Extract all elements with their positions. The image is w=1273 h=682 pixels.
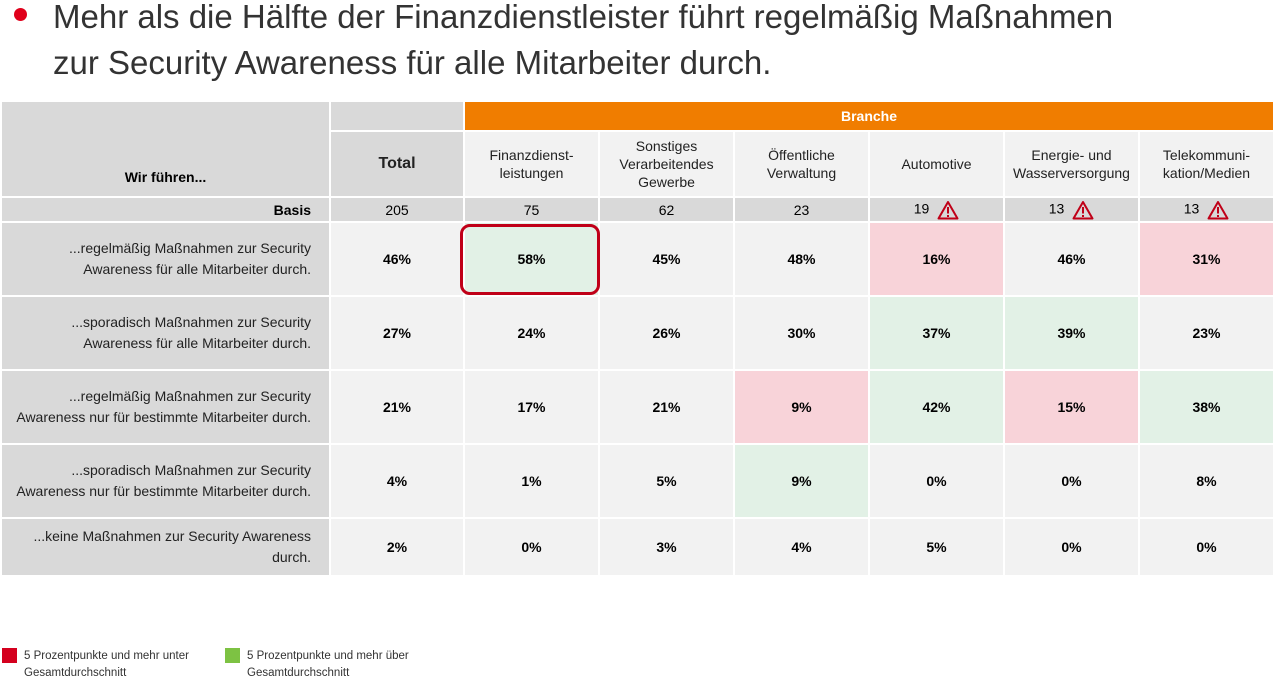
table-row: ...regelmäßig Maßnahmen zur Security Awa… bbox=[0, 221, 1273, 297]
value-cell: 9% bbox=[733, 443, 870, 519]
value-cell: 45% bbox=[598, 221, 735, 297]
column-header: Total bbox=[329, 130, 465, 198]
value-cell: 8% bbox=[1138, 443, 1273, 519]
column-header: Energie- und Wasserversorgung bbox=[1003, 130, 1140, 198]
warning-icon bbox=[1207, 200, 1229, 219]
row-label: ...keine Maßnahmen zur Security Awarenes… bbox=[0, 517, 331, 577]
warning-icon bbox=[1072, 200, 1094, 219]
basis-value: 62 bbox=[598, 196, 735, 223]
value-cell: 27% bbox=[329, 295, 465, 371]
value-cell: 26% bbox=[598, 295, 735, 371]
value-cell: 5% bbox=[598, 443, 735, 519]
column-header: Öffentliche Verwaltung bbox=[733, 130, 870, 198]
value-cell: 42% bbox=[868, 369, 1005, 445]
row-label: ...sporadisch Maßnahmen zur Security Awa… bbox=[0, 443, 331, 519]
value-cell: 23% bbox=[1138, 295, 1273, 371]
value-cell: 0% bbox=[1138, 517, 1273, 577]
warning-icon bbox=[937, 200, 959, 219]
legend-red-swatch bbox=[2, 648, 17, 663]
headline-text: Mehr als die Hälfte der Finanzdienstleis… bbox=[53, 0, 1114, 81]
value-cell: 3% bbox=[598, 517, 735, 577]
value-cell: 39% bbox=[1003, 295, 1140, 371]
legend-below-text: 5 Prozentpunkte und mehr unter Gesamtdur… bbox=[24, 650, 189, 679]
value-cell: 46% bbox=[1003, 221, 1140, 297]
value-cell: 0% bbox=[868, 443, 1005, 519]
bullet-icon bbox=[14, 8, 27, 21]
value-cell: 17% bbox=[463, 369, 600, 445]
legend-above-text: 5 Prozentpunkte und mehr über Gesamtdurc… bbox=[247, 650, 409, 679]
value-cell: 16% bbox=[868, 221, 1005, 297]
value-cell: 0% bbox=[1003, 517, 1140, 577]
value-cell: 0% bbox=[463, 517, 600, 577]
basis-value: 13 bbox=[1003, 196, 1140, 223]
column-header: Sonstiges Verarbeitendes Gewerbe bbox=[598, 130, 735, 198]
value-cell: 5% bbox=[868, 517, 1005, 577]
value-cell: 46% bbox=[329, 221, 465, 297]
basis-value: 75 bbox=[463, 196, 600, 223]
row-label: ...sporadisch Maßnahmen zur Security Awa… bbox=[0, 295, 331, 371]
table-row: ...regelmäßig Maßnahmen zur Security Awa… bbox=[0, 369, 1273, 445]
value-cell: 21% bbox=[329, 369, 465, 445]
value-cell: 2% bbox=[329, 517, 465, 577]
legend-green-swatch bbox=[225, 648, 240, 663]
value-cell: 4% bbox=[733, 517, 870, 577]
results-table: Wir führen... Branche Total Finanzdienst-… bbox=[0, 100, 1273, 577]
row-label: ...regelmäßig Maßnahmen zur Security Awa… bbox=[0, 221, 331, 297]
value-cell: 24% bbox=[463, 295, 600, 371]
row-header-cell: Wir führen... bbox=[0, 100, 331, 198]
branche-header: Branche bbox=[463, 100, 1273, 132]
table-row: ...sporadisch Maßnahmen zur Security Awa… bbox=[0, 443, 1273, 519]
value-cell: 0% bbox=[1003, 443, 1140, 519]
basis-value: 13 bbox=[1138, 196, 1273, 223]
basis-value: 19 bbox=[868, 196, 1005, 223]
column-header: Telekommuni-kation/Medien bbox=[1138, 130, 1273, 198]
value-cell: 9% bbox=[733, 369, 870, 445]
value-cell: 1% bbox=[463, 443, 600, 519]
value-cell: 37% bbox=[868, 295, 1005, 371]
basis-label: Basis bbox=[0, 196, 331, 223]
table-row: ...sporadisch Maßnahmen zur Security Awa… bbox=[0, 295, 1273, 371]
value-cell: 31% bbox=[1138, 221, 1273, 297]
value-cell: 38% bbox=[1138, 369, 1273, 445]
row-header-label: Wir führen... bbox=[124, 169, 207, 185]
basis-value: 205 bbox=[329, 196, 465, 223]
column-header: Automotive bbox=[868, 130, 1005, 198]
basis-value: 23 bbox=[733, 196, 870, 223]
column-header: Finanzdienst-leistungen bbox=[463, 130, 600, 198]
value-cell: 15% bbox=[1003, 369, 1140, 445]
value-cell: 58% bbox=[463, 221, 600, 297]
table-row: ...keine Maßnahmen zur Security Awarenes… bbox=[0, 517, 1273, 577]
total-group-spacer bbox=[329, 100, 465, 132]
row-label: ...regelmäßig Maßnahmen zur Security Awa… bbox=[0, 369, 331, 445]
value-cell: 4% bbox=[329, 443, 465, 519]
value-cell: 30% bbox=[733, 295, 870, 371]
value-cell: 21% bbox=[598, 369, 735, 445]
value-cell: 48% bbox=[733, 221, 870, 297]
